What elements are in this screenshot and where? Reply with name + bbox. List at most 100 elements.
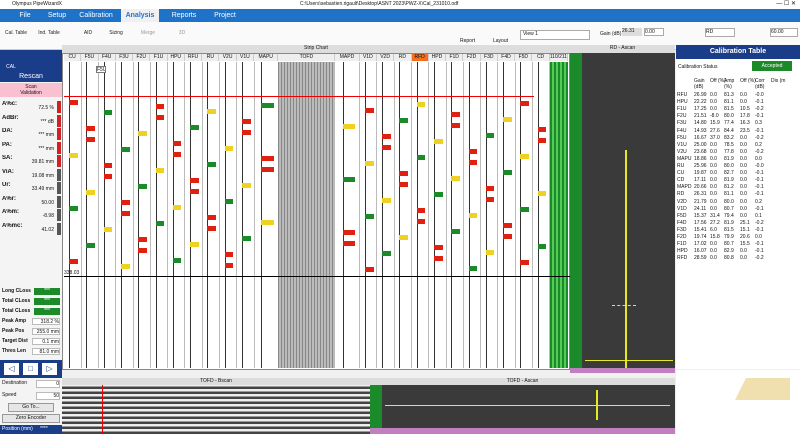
table-cell: 0.2 [755,198,762,205]
indication [399,118,409,123]
playback-button[interactable]: ▷ [42,363,57,375]
channel-label: F4D [497,54,516,61]
table-cell: 84.4 [724,127,734,134]
trace [241,62,243,368]
green-strip [549,62,568,368]
table-cell: 15.1 [740,226,750,233]
indication [416,208,426,213]
channel-divider [445,62,447,368]
table-cell: 26.99 [694,92,707,98]
rd-title-bar [570,45,675,53]
channel-label: MAPD [335,54,360,61]
indication [485,186,495,191]
toolbar-button[interactable]: Cal. Table [4,30,28,36]
loss-value: *** [34,298,60,305]
rescan-header[interactable]: Rescan [0,72,62,82]
ascan-signal [385,405,670,406]
title-bar [0,0,800,9]
table-cell: 0.0 [710,198,717,205]
indication [190,189,199,194]
table-cell: 21.51 [694,113,707,120]
menu-tab[interactable]: File [19,12,31,19]
playback-button[interactable]: □ [23,363,38,375]
table-cell: 16.67 [694,134,707,141]
status-value: Accepted [752,61,792,71]
column-header: Off (%) [710,78,726,84]
indication [433,256,443,261]
indication [364,214,374,219]
speed-value[interactable]: 50 [36,392,60,400]
reading-value: *** mm [38,145,54,152]
trace [537,62,539,368]
toolbar-button[interactable]: Ind. Table [38,30,60,36]
table-cell: 0.0 [710,184,717,191]
channel-select[interactable]: RD [705,28,735,37]
menu-tab[interactable]: Project [214,12,236,19]
zero-button[interactable]: Zero Encoder [2,414,60,423]
reading-value: 50.00 [41,199,54,206]
rd-green [570,53,582,373]
table-cell: 81.2 [724,184,734,191]
stat-value: 0.1 mm [32,338,60,345]
channel-label: F5D [515,54,533,61]
channel-divider [359,62,361,368]
reading-label: A%c: [2,101,18,107]
gain-value[interactable]: 26.31 [622,28,642,36]
column-header: Dis (m [771,78,786,84]
menu-tab[interactable]: Setup [47,12,67,19]
indication [364,267,374,272]
gain-offset[interactable]: 0.00 [644,28,664,36]
menu-tab[interactable]: Reports [171,12,197,19]
indication [190,242,199,247]
table-cell: 15.5 [740,241,750,248]
goto-button[interactable]: Go To... [8,403,54,412]
view-select[interactable]: View 1 [520,30,590,40]
table-cell: 16.07 [694,248,707,255]
reading-bar [57,155,61,167]
toolbar-button[interactable]: AID [83,30,93,36]
menu-tab[interactable]: Analysis [121,9,159,22]
toolbar-button[interactable]: Merge [140,30,156,36]
loss-label: Total CLoss [2,308,31,314]
menu-tab[interactable]: Calibration [79,12,113,19]
toolbar-button[interactable]: Sizing [109,30,123,36]
table-cell: 80.7 [724,241,734,248]
table-cell: -0.1 [755,191,764,198]
channel-label: RFD [411,54,429,61]
indication [416,219,426,224]
loss-label: Total CLoss [2,298,31,304]
stat-label: Peak Amp [2,318,26,324]
table-cell: HPU [677,99,688,106]
indication [342,124,355,129]
trace [172,62,174,368]
indication [382,145,391,150]
layout-button[interactable]: Layout [492,38,508,44]
report-button[interactable]: Report [459,38,475,44]
table-cell: 0.0 [710,99,717,106]
table-cell: 0.0 [710,177,717,184]
reading-label: ViA: [2,168,14,175]
stat-value: 81.0 mm [32,348,60,355]
trace [485,62,487,368]
scan-validation[interactable]: Scan Validation [0,83,62,97]
table-cell: MAPU [677,155,692,162]
playback-button[interactable]: ◁ [4,363,19,375]
destination-label: Destination [2,380,28,386]
table-cell: 15.8 [710,234,720,240]
table-cell: 83.2 [724,134,734,141]
trace [451,62,453,368]
indication [399,182,409,187]
indication [103,174,113,179]
table-cell: 25.96 [694,163,707,169]
toolbar-button[interactable]: 3D [178,30,186,36]
channel-label: 110/211 [549,54,568,61]
nav-bar [0,50,62,72]
table-cell: 81.5 [724,226,734,233]
indication [155,221,165,226]
trace [416,62,418,368]
value-input[interactable]: 60.00 [770,28,798,37]
reading-label: A%r: [2,195,17,202]
table-cell: 78.5 [724,141,734,148]
destination-value[interactable]: 0 [36,380,60,388]
gain-label: Gain (dB) [600,31,622,37]
